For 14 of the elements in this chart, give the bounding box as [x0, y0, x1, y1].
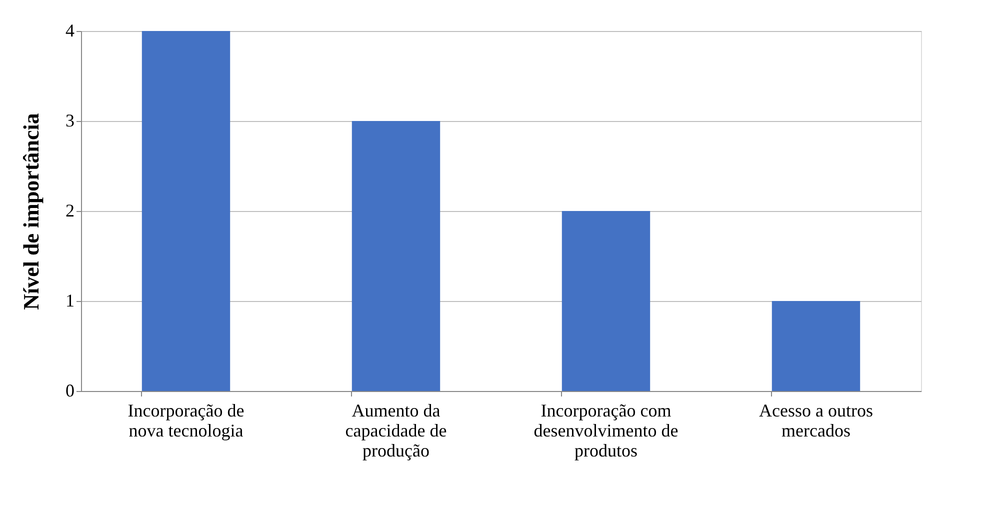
- y-tick-label: 3: [66, 110, 74, 130]
- y-tick-label: 0: [66, 380, 74, 400]
- y-axis-title: Nível de importância: [18, 113, 44, 310]
- x-tick-label: Incorporação de nova tecnologia: [128, 400, 244, 440]
- y-tick-label: 4: [66, 20, 74, 40]
- bar: [772, 301, 860, 391]
- x-tick-label: Acesso a outros mercados: [759, 400, 873, 440]
- y-tick-label: 1: [66, 290, 74, 310]
- y-tick-label: 2: [66, 200, 74, 220]
- x-tick-label: Aumento da capacidade de produção: [345, 400, 447, 460]
- bar: [352, 121, 440, 391]
- bar: [562, 211, 650, 391]
- bar: [142, 31, 230, 391]
- x-tick-label: Incorporação com desenvolvimento de produtos: [534, 400, 678, 460]
